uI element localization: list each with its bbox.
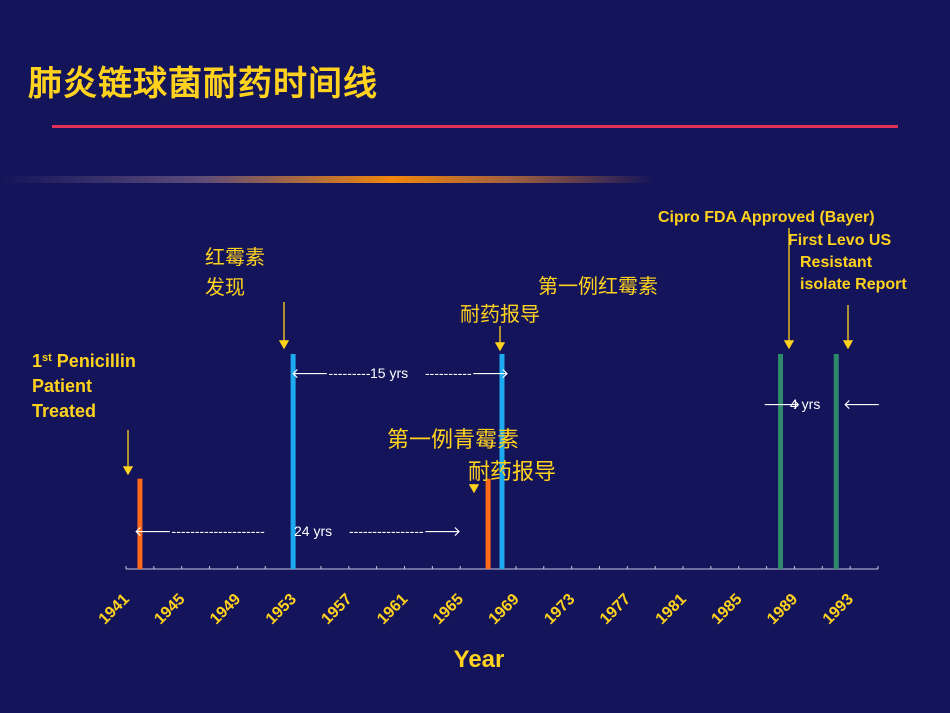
event-bars bbox=[137, 354, 839, 569]
pen-resistance-line1: 第一例青霉素 bbox=[387, 428, 519, 453]
erythro-resistance-line2: 耐药报导 bbox=[460, 302, 540, 326]
decorative-gradient-bar bbox=[0, 176, 655, 183]
interval-15-dash-left: 🡐--------- bbox=[291, 365, 371, 381]
x-tick-label: 1957 bbox=[318, 591, 355, 628]
interval-4-label: 4 yrs bbox=[790, 396, 820, 412]
annotations: 1st Penicillin Patient Treated 红霉素 发现 第一… bbox=[32, 209, 907, 539]
x-tick-label: 1945 bbox=[151, 591, 188, 628]
interval-24-label: 24 yrs bbox=[294, 523, 332, 539]
x-tick-label: 1981 bbox=[653, 591, 690, 628]
x-tick-label: 1977 bbox=[597, 591, 634, 628]
x-tick-label: 1973 bbox=[541, 591, 578, 628]
x-tick-label: 1953 bbox=[263, 591, 300, 628]
interval-15-dash-right: ----------🡒 bbox=[425, 365, 509, 381]
interval-4-arrow-right: 🡐 bbox=[843, 396, 881, 412]
penicillin-label-line3: Treated bbox=[32, 401, 96, 421]
penicillin-label-line2: Patient bbox=[32, 376, 92, 396]
levo-label-line1: First Levo US bbox=[788, 232, 891, 249]
penicillin-label-line1: 1st Penicillin bbox=[32, 351, 136, 371]
interval-4-arrow-left: 🡒 bbox=[763, 396, 801, 412]
title-underline bbox=[52, 125, 898, 128]
erythro-discovery-line1: 红霉素 bbox=[205, 245, 265, 269]
event-bar bbox=[137, 478, 143, 569]
event-bar bbox=[778, 354, 784, 569]
pen-resistance-line2: 耐药报导 bbox=[468, 460, 556, 485]
interval-15-label: 15 yrs bbox=[370, 365, 408, 381]
x-tick-label: 1993 bbox=[820, 591, 857, 628]
erythro-resistance-line1: 第一例红霉素 bbox=[538, 274, 658, 298]
x-tick-label: 1949 bbox=[207, 591, 244, 628]
event-bar bbox=[290, 354, 296, 569]
x-axis: 1941 1945 1949 1953 1957 1961 1965 1969 1973 1977… bbox=[96, 566, 879, 628]
x-tick-label: 1989 bbox=[764, 591, 801, 628]
interval-24-dash-left: 🡐-------------------- bbox=[134, 523, 265, 539]
event-bar bbox=[833, 354, 839, 569]
interval-24-dash-right: ----------------🡒 bbox=[349, 523, 461, 539]
x-tick-label: 1965 bbox=[430, 591, 467, 628]
cipro-label: Cipro FDA Approved (Bayer) bbox=[658, 209, 875, 226]
levo-label-line3: isolate Report bbox=[800, 276, 907, 293]
x-tick-label: 1969 bbox=[486, 591, 523, 628]
x-tick-label: 1961 bbox=[374, 591, 411, 628]
x-axis-title: Year bbox=[454, 646, 505, 673]
levo-label-line2: Resistant bbox=[800, 254, 873, 271]
x-tick-label: 1941 bbox=[96, 591, 133, 628]
event-bar bbox=[499, 354, 505, 569]
erythro-discovery-line2: 发现 bbox=[205, 275, 245, 299]
slide-title: 肺炎链球菌耐药时间线 bbox=[28, 64, 378, 104]
x-tick-label: 1985 bbox=[708, 591, 745, 628]
event-bar bbox=[485, 478, 491, 569]
